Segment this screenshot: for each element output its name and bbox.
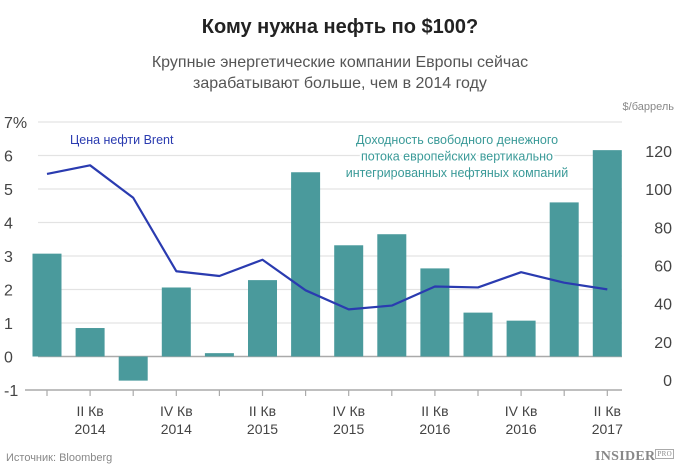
- left-axis-tick-label: 1: [4, 316, 13, 333]
- left-axis-tick-label: 6: [4, 149, 13, 166]
- bar: [161, 287, 191, 357]
- x-tick-label-quarter: IV Кв: [505, 403, 538, 419]
- source-note: Источник: Bloomberg: [6, 452, 113, 464]
- bar: [204, 353, 234, 357]
- legend-fcf-yield-label: потока европейских вертикально: [361, 150, 553, 164]
- right-axis-tick-label: 60: [654, 259, 672, 276]
- bar: [118, 356, 148, 381]
- x-tick-label-quarter: II Кв: [421, 403, 448, 419]
- bar: [334, 245, 364, 357]
- left-axis-tick-label: 5: [4, 182, 13, 199]
- insider-pro-logo: INSIDER PRO: [595, 449, 674, 465]
- bar: [463, 312, 493, 357]
- right-axis-unit: $/баррель: [622, 101, 674, 113]
- logo-sup: PRO: [655, 449, 674, 459]
- logo-main: INSIDER: [595, 449, 656, 464]
- left-axis-tick-label: 0: [4, 350, 13, 367]
- chart-title: Кому нужна нефть по $100?: [201, 16, 479, 38]
- x-tick-label-quarter: II Кв: [76, 403, 103, 419]
- bar: [32, 253, 62, 357]
- left-axis-tick-label: 2: [4, 283, 13, 300]
- chart-subtitle-line1: Крупные энергетические компании Европы с…: [151, 54, 529, 71]
- left-axis-tick-label: 7%: [4, 115, 27, 132]
- legend-fcf-yield-label: интегрированных нефтяных компаний: [346, 166, 569, 180]
- right-axis-tick-label: 0: [663, 373, 672, 390]
- bar: [291, 172, 321, 357]
- right-axis-tick-label: 20: [654, 335, 672, 352]
- x-tick-label-year: 2017: [592, 421, 623, 437]
- x-tick-label-year: 2015: [247, 421, 278, 437]
- bar: [506, 320, 536, 357]
- left-axis-tick-label: -1: [4, 383, 18, 400]
- brent-price-line: [46, 164, 608, 311]
- legend-fcf-yield-label: Доходность свободного денежного: [356, 133, 558, 147]
- bar: [420, 268, 450, 357]
- left-axis-tick-label: 4: [4, 216, 13, 233]
- bar: [75, 328, 105, 357]
- bar: [592, 150, 622, 357]
- x-tick-label-year: 2016: [506, 421, 537, 437]
- right-axis-tick-label: 120: [645, 144, 672, 161]
- bar: [248, 280, 277, 357]
- x-tick-label-quarter: IV Кв: [332, 403, 365, 419]
- x-tick-label-year: 2014: [161, 421, 192, 437]
- right-axis-tick-label: 100: [645, 182, 672, 199]
- x-tick-label-year: 2014: [75, 421, 106, 437]
- x-tick-label-quarter: II Кв: [249, 403, 276, 419]
- legend-brent-label: Цена нефти Brent: [70, 133, 174, 147]
- right-axis-tick-label: 40: [654, 297, 672, 314]
- right-axis-tick-label: 80: [654, 220, 672, 237]
- x-tick-label-quarter: II Кв: [594, 403, 621, 419]
- x-tick-label-year: 2016: [419, 421, 450, 437]
- bar: [377, 234, 407, 357]
- x-tick-label-year: 2015: [333, 421, 364, 437]
- chart-subtitle-line2: зарабатывают больше, чем в 2014 году: [193, 75, 487, 92]
- left-axis-tick-label: 3: [4, 249, 13, 266]
- x-tick-label-quarter: IV Кв: [160, 403, 193, 419]
